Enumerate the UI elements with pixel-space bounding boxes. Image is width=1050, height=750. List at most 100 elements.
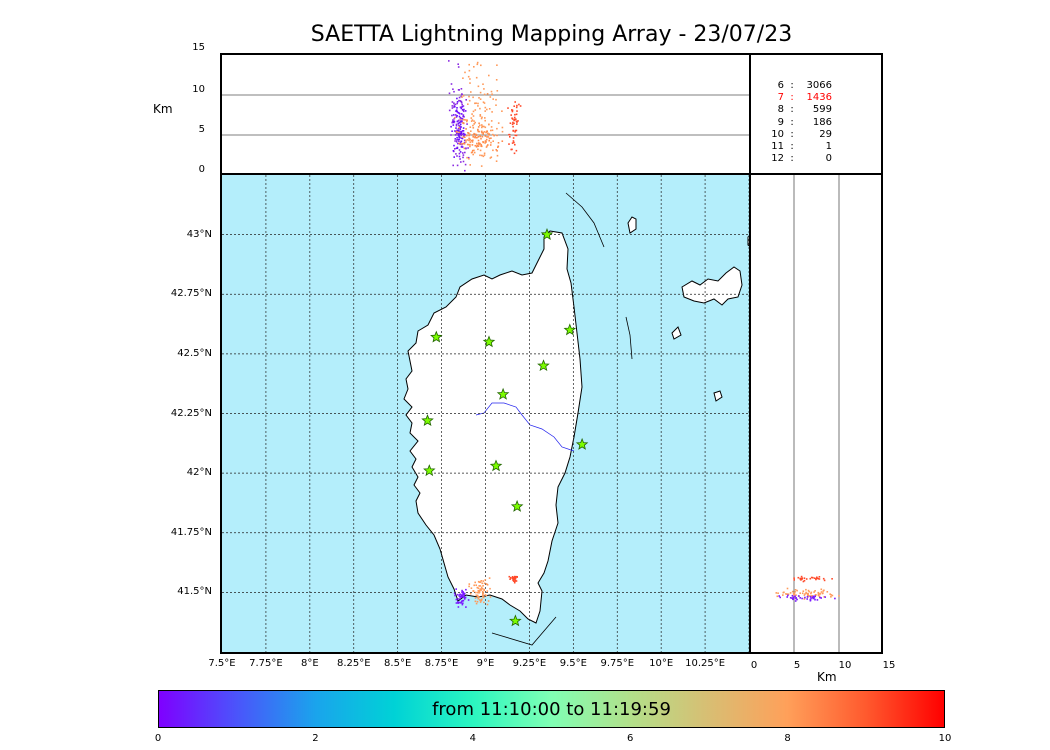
lightning-point xyxy=(515,580,518,582)
altitude-point xyxy=(495,160,498,162)
altitude-point xyxy=(512,129,514,132)
lightning-point xyxy=(512,578,514,580)
altitude-point xyxy=(472,96,474,99)
side-point xyxy=(815,578,817,581)
side-point xyxy=(791,590,794,593)
lightning-point xyxy=(459,597,461,600)
altitude-point xyxy=(464,136,466,138)
lightning-point xyxy=(482,593,484,595)
lightning-point xyxy=(486,590,489,592)
altitude-point xyxy=(468,63,470,66)
altitude-point xyxy=(514,101,516,103)
altitude-point xyxy=(459,142,462,144)
altitude-point xyxy=(462,136,464,138)
altitude-point xyxy=(508,133,510,136)
altitude-point xyxy=(477,85,480,88)
side-point xyxy=(813,577,816,579)
altitude-point xyxy=(479,135,482,138)
map-title: SAETTA Lightning Mapping Array - 23/07/2… xyxy=(310,22,793,47)
altitude-point xyxy=(511,109,513,111)
colorbar-tick: 10 xyxy=(938,733,952,744)
altitude-point xyxy=(461,105,464,108)
altitude-point xyxy=(483,154,486,156)
lightning-point xyxy=(481,598,483,600)
altitude-point xyxy=(456,120,459,123)
altitude-point xyxy=(455,141,458,143)
side-point xyxy=(799,592,801,594)
lightning-point xyxy=(513,575,516,578)
side-point xyxy=(775,592,778,594)
side-point xyxy=(799,577,801,580)
side-point xyxy=(820,591,823,593)
altitude-point xyxy=(470,91,472,93)
side-tick-0: 0 xyxy=(750,660,758,671)
longitude-label: 10.25°E xyxy=(685,658,726,669)
altitude-point xyxy=(484,110,486,112)
altitude-point xyxy=(467,75,470,78)
side-point xyxy=(822,590,825,592)
lightning-point xyxy=(487,600,490,602)
altitude-point xyxy=(515,149,518,152)
lightning-point xyxy=(477,597,479,600)
altitude-point xyxy=(486,130,488,132)
altitude-point xyxy=(479,154,481,157)
side-point xyxy=(809,599,812,601)
altitude-point xyxy=(462,122,464,124)
altitude-point xyxy=(458,133,460,135)
altitude-point xyxy=(510,148,512,151)
pianosa-island xyxy=(671,326,682,340)
altitude-point xyxy=(455,124,458,127)
lightning-point xyxy=(509,578,511,580)
count-row: 7:1436 xyxy=(754,92,880,104)
altitude-point xyxy=(490,120,493,122)
altitude-point xyxy=(456,164,459,167)
altitude-point xyxy=(451,105,454,107)
count-value: 599 xyxy=(812,104,832,116)
side-point xyxy=(789,597,792,599)
side-point xyxy=(811,595,813,598)
lightning-point xyxy=(457,593,459,596)
altitude-point xyxy=(467,147,469,149)
altitude-point xyxy=(511,110,514,113)
altitude-point xyxy=(455,109,458,111)
altitude-point xyxy=(474,102,476,105)
lightning-point xyxy=(464,596,467,599)
altitude-point xyxy=(512,125,514,128)
altitude-point xyxy=(497,146,499,148)
river-line xyxy=(475,402,575,452)
lightning-point xyxy=(513,581,516,584)
side-point xyxy=(793,577,795,579)
count-row: 11:1 xyxy=(754,141,880,153)
lightning-point xyxy=(482,580,485,582)
longitude-label: 7.5°E xyxy=(208,658,236,669)
station-marker xyxy=(537,359,550,372)
lightning-point xyxy=(475,594,478,597)
side-point xyxy=(816,599,819,601)
altitude-point xyxy=(479,124,481,127)
altitude-point xyxy=(495,98,497,101)
lightning-point xyxy=(485,583,488,585)
station-marker xyxy=(575,437,589,450)
longitude-label: 8°E xyxy=(300,658,319,669)
altitude-point xyxy=(485,131,487,134)
altitude-point xyxy=(491,111,493,113)
lightning-point xyxy=(483,589,485,592)
altitude-point xyxy=(486,136,488,138)
side-point xyxy=(795,597,797,599)
altitude-point xyxy=(470,139,473,142)
side-point xyxy=(793,594,795,597)
station-count-table: 6:3066 7:1436 8:599 9:186 10:29 11:1 12:… xyxy=(754,80,880,165)
count-row: 8:599 xyxy=(754,104,880,116)
altitude-point xyxy=(453,117,456,120)
altitude-point xyxy=(453,90,455,93)
side-point xyxy=(820,588,823,591)
altitude-point xyxy=(453,144,455,147)
altitude-point xyxy=(463,143,466,145)
altitude-point xyxy=(458,127,460,129)
side-point xyxy=(814,598,816,601)
altitude-point xyxy=(455,123,458,126)
altitude-point xyxy=(481,116,483,119)
colorbar-tick: 8 xyxy=(784,733,791,744)
altitude-point xyxy=(455,127,457,129)
lightning-point xyxy=(474,581,476,584)
